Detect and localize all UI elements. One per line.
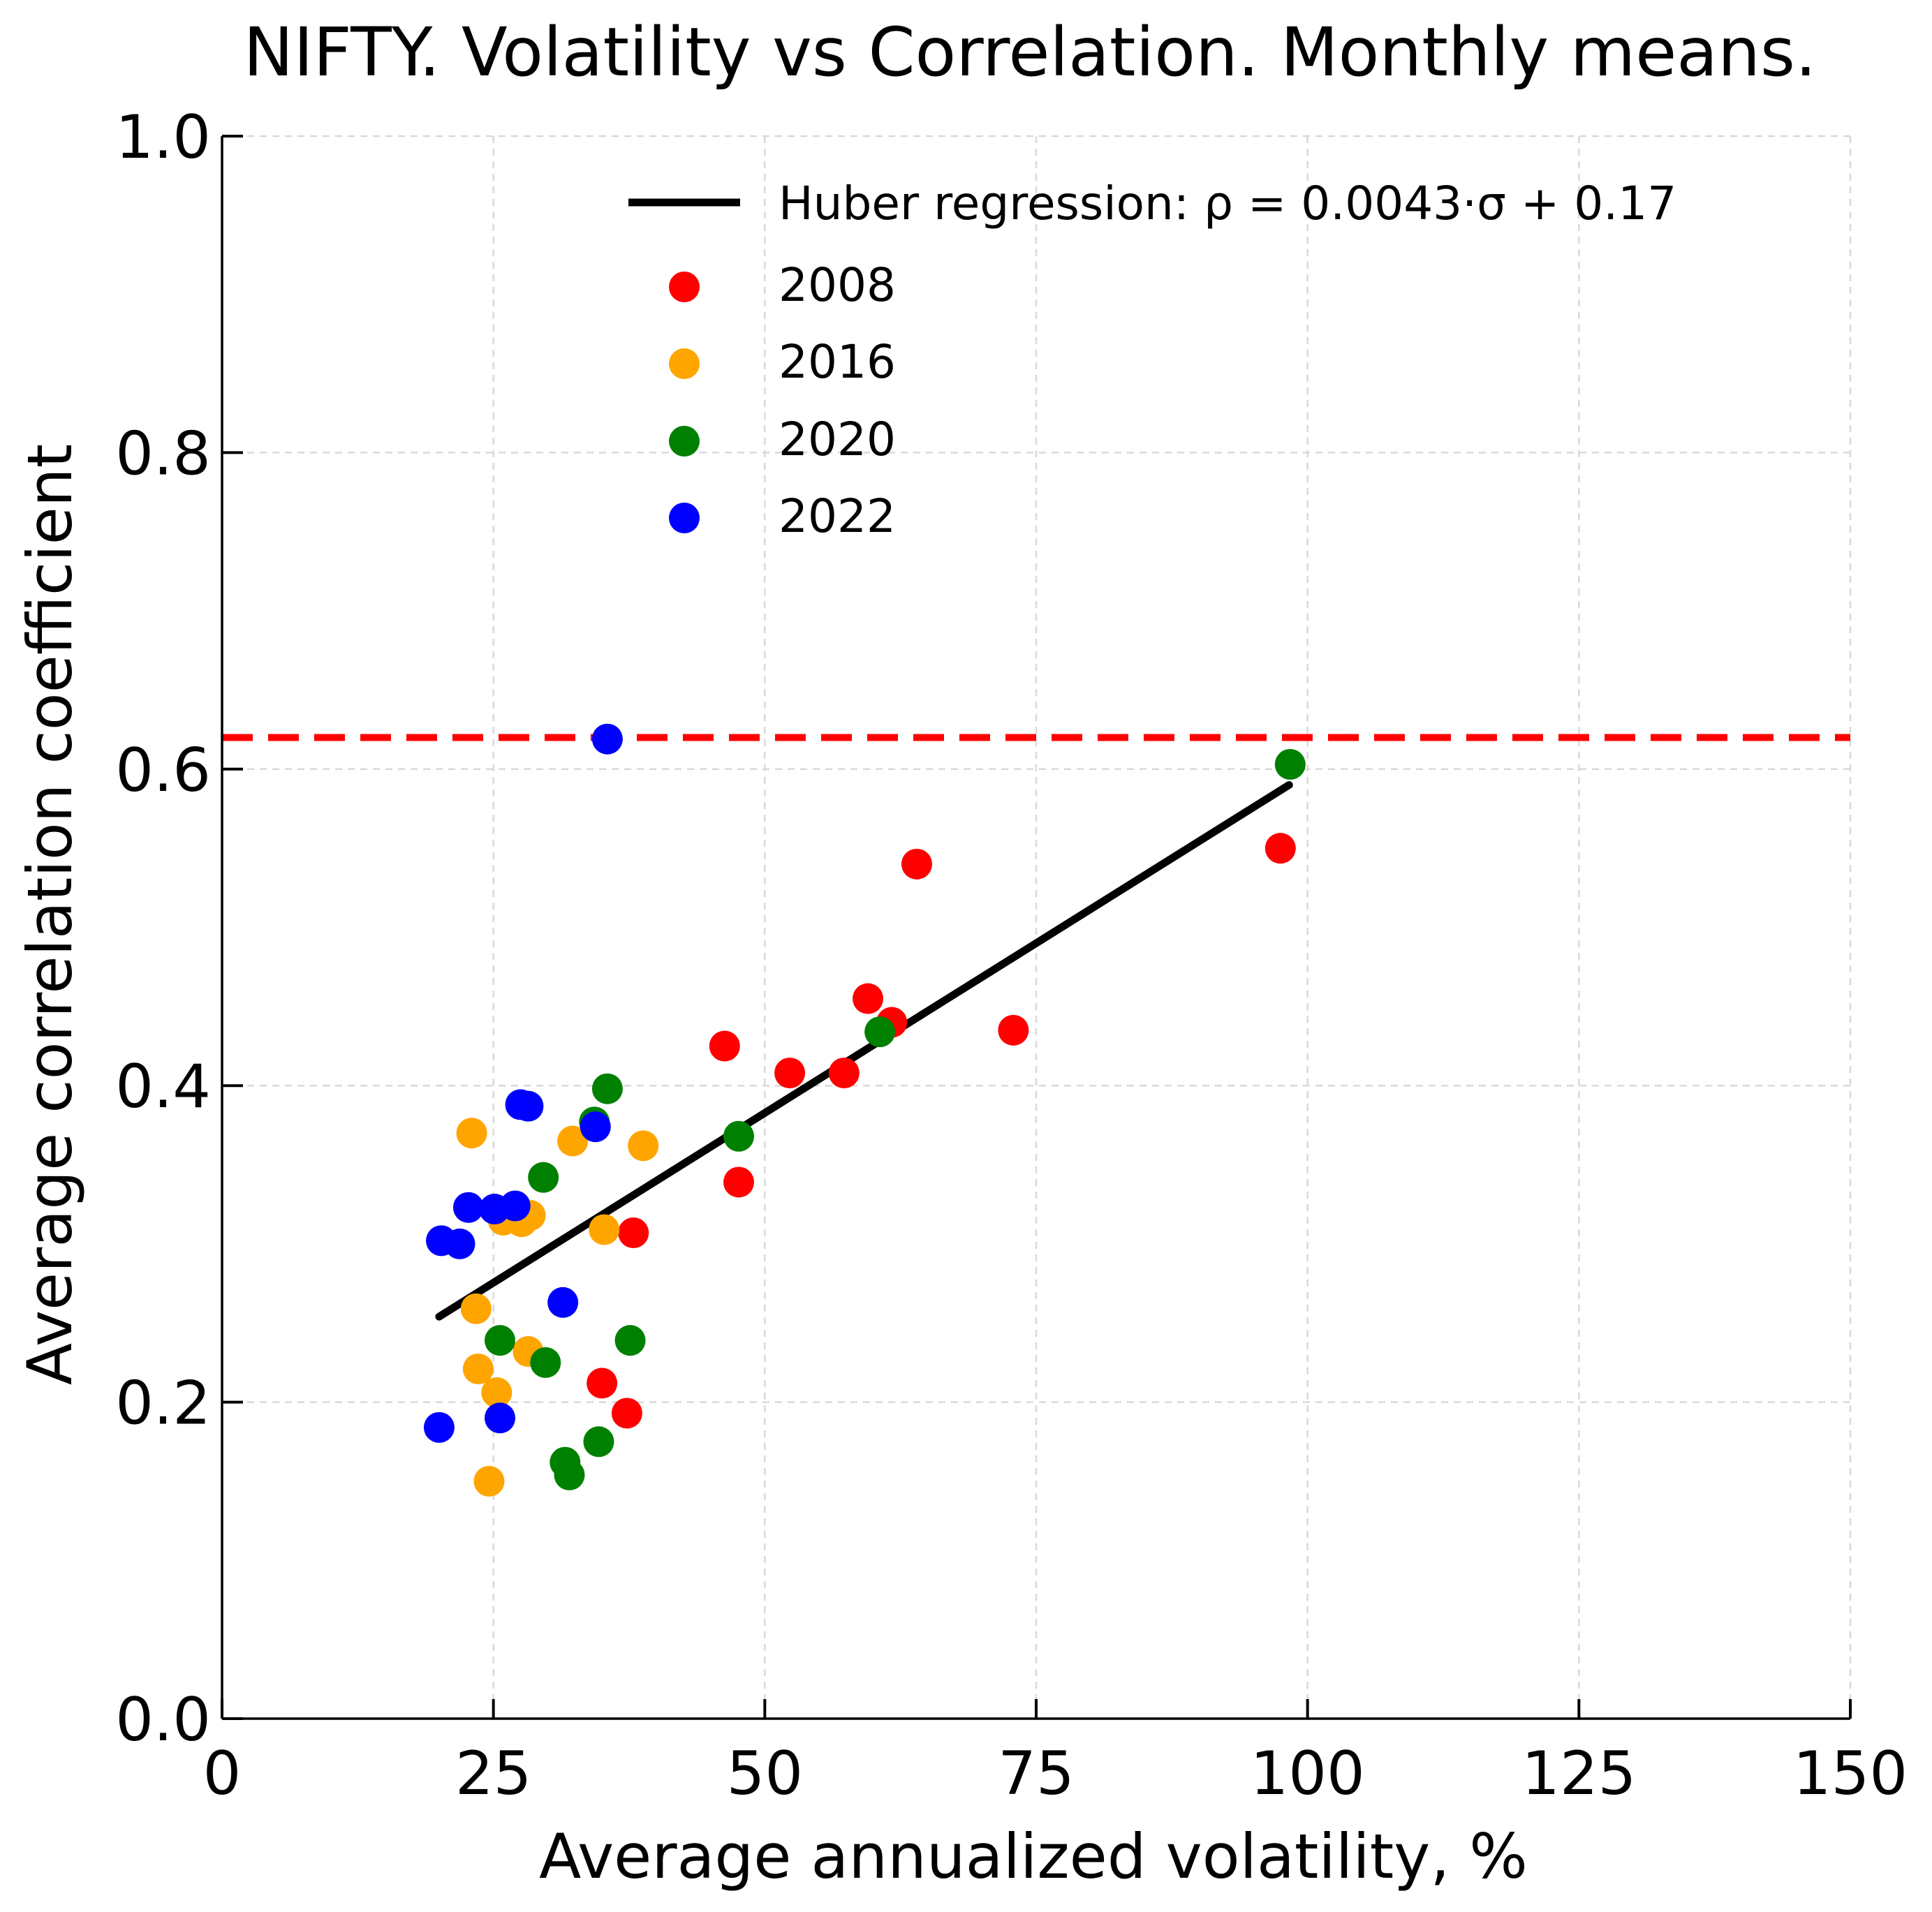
y-tick-label: 0.0 [115, 1685, 211, 1755]
y-ticks: 0.0 0.2 0.4 0.6 0.8 1.0 [115, 103, 243, 1755]
point-2022 [499, 1190, 531, 1222]
point-2022 [513, 1090, 544, 1122]
x-tick-label: 25 [455, 1739, 531, 1809]
legend-2008-marker [669, 272, 700, 302]
point-2022 [423, 1411, 455, 1443]
x-tick-label: 125 [1521, 1739, 1636, 1809]
x-tick-label: 75 [998, 1739, 1074, 1809]
legend: Huber regression: ρ = 0.0043·σ + 0.17 20… [628, 177, 1676, 543]
y-tick-label: 0.8 [115, 419, 211, 489]
point-2020 [530, 1347, 561, 1378]
point-2008 [853, 983, 884, 1014]
data-points [423, 723, 1306, 1497]
y-tick-label: 0.2 [115, 1369, 211, 1439]
x-tick-label: 100 [1251, 1739, 1365, 1809]
x-axis-label: Average annualized volatility, % [539, 1821, 1528, 1892]
point-2020 [614, 1325, 646, 1356]
y-tick-label: 0.4 [115, 1052, 211, 1122]
y-tick-label: 1.0 [115, 103, 211, 172]
legend-2020-marker [669, 426, 700, 457]
point-2020 [583, 1426, 614, 1458]
legend-2022-marker [669, 503, 700, 533]
x-tick-label: 0 [203, 1739, 242, 1809]
y-tick-label: 0.6 [115, 736, 211, 806]
point-2020 [484, 1325, 515, 1356]
point-2020 [723, 1120, 755, 1152]
point-2022 [452, 1192, 484, 1223]
x-tick-label: 50 [727, 1739, 803, 1809]
grid [221, 135, 1852, 1720]
legend-2016-marker [669, 348, 700, 379]
point-2022 [547, 1287, 579, 1318]
point-2008 [587, 1368, 618, 1399]
x-tick-label: 150 [1793, 1739, 1908, 1809]
point-2008 [774, 1058, 806, 1089]
point-2008 [611, 1398, 642, 1429]
point-2008 [723, 1166, 755, 1198]
point-2016 [456, 1118, 487, 1149]
point-2020 [528, 1162, 559, 1193]
point-2022 [580, 1111, 611, 1143]
point-2020 [1274, 748, 1306, 780]
point-2020 [591, 1073, 623, 1104]
point-2016 [557, 1125, 589, 1157]
legend-2020-label: 2020 [779, 413, 896, 466]
point-2008 [901, 848, 932, 880]
point-2008 [998, 1014, 1029, 1046]
point-2016 [460, 1293, 492, 1324]
legend-2022-label: 2022 [779, 489, 896, 543]
point-2020 [554, 1459, 585, 1490]
regression-line [435, 780, 1293, 1321]
point-2008 [709, 1030, 740, 1062]
point-2022 [484, 1402, 515, 1434]
point-2022 [591, 723, 623, 755]
point-2016 [628, 1130, 659, 1162]
legend-regression-label: Huber regression: ρ = 0.0043·σ + 0.17 [779, 177, 1676, 230]
point-2016 [481, 1377, 513, 1408]
point-2022 [444, 1228, 475, 1259]
point-2016 [589, 1214, 620, 1245]
legend-2016-label: 2016 [779, 335, 896, 389]
legend-2008-label: 2008 [779, 258, 896, 312]
point-2008 [1264, 833, 1296, 864]
point-2008 [618, 1217, 649, 1249]
y-axis-label: Average correlation coefficient [14, 444, 86, 1385]
point-2020 [864, 1016, 896, 1048]
point-2008 [828, 1058, 860, 1089]
x-ticks: 0 25 50 75 100 125 150 [203, 1699, 1908, 1809]
point-2016 [462, 1353, 494, 1384]
point-2016 [473, 1465, 505, 1497]
chart-title: NIFTY. Volatility vs Correlation. Monthl… [244, 13, 1817, 91]
